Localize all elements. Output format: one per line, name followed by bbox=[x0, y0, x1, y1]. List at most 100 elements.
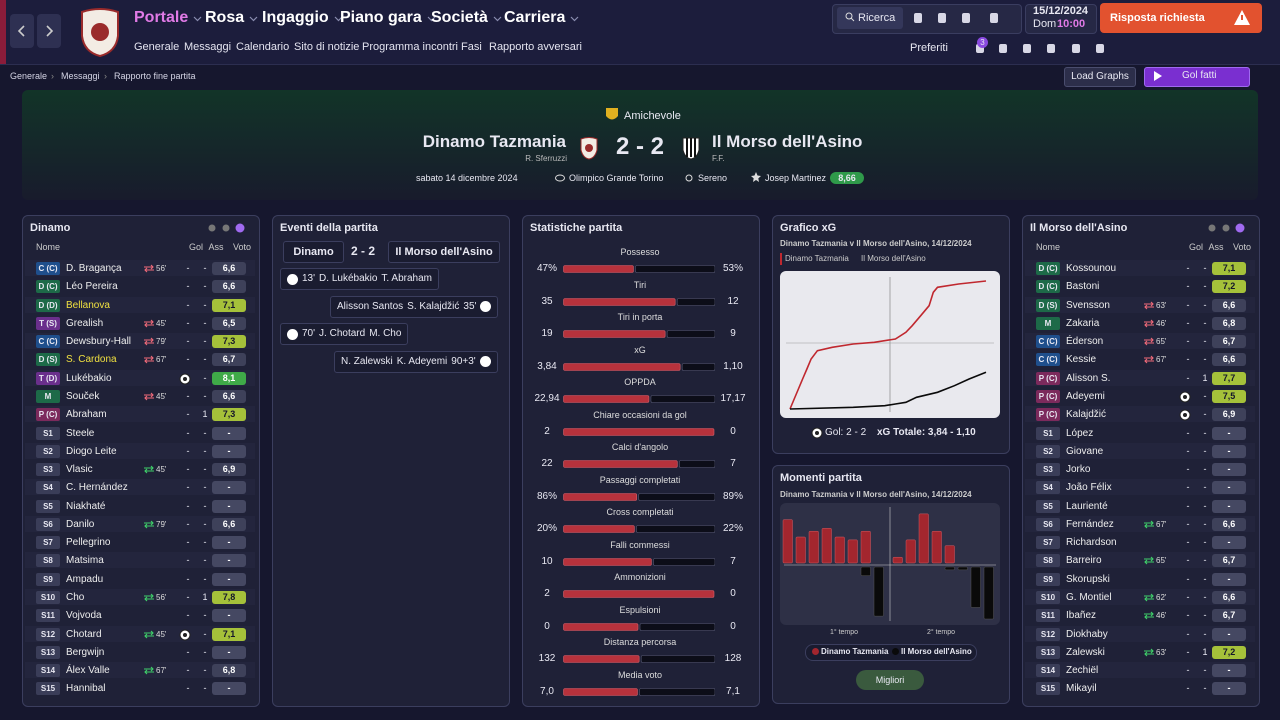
player-name[interactable]: Cho bbox=[66, 592, 85, 604]
event-minute: 70' bbox=[302, 328, 316, 339]
player-name[interactable]: Zechiël bbox=[1066, 665, 1099, 677]
sun bbox=[685, 174, 693, 182]
submenu-item[interactable]: Rapporto avversari bbox=[489, 41, 582, 53]
player-name[interactable]: Chotard bbox=[66, 628, 102, 640]
player-name[interactable]: Barreiro bbox=[1066, 555, 1102, 567]
submenu-item[interactable]: Generale bbox=[134, 41, 180, 53]
submenu-item[interactable]: Calendario bbox=[236, 41, 290, 53]
player-name[interactable]: López bbox=[1066, 427, 1094, 439]
player-name[interactable]: Éderson bbox=[1066, 336, 1104, 348]
player-name[interactable]: Álex Valle bbox=[66, 665, 110, 677]
player-name[interactable]: Kalajdžić bbox=[1066, 409, 1107, 421]
submenu-item[interactable]: Messaggi bbox=[184, 41, 232, 53]
sub-minute: 46' bbox=[1156, 318, 1167, 328]
row-bg bbox=[25, 479, 255, 496]
player-name[interactable]: Bastoni bbox=[1066, 281, 1100, 293]
player-name[interactable]: Giovane bbox=[1066, 445, 1104, 457]
row-bg bbox=[1025, 625, 1255, 642]
player-name[interactable]: Zakaria bbox=[1066, 317, 1100, 329]
arrows bbox=[1144, 337, 1154, 346]
mark bbox=[1241, 15, 1243, 20]
competition-icon bbox=[606, 108, 618, 120]
row-bg bbox=[25, 625, 255, 642]
player-name[interactable]: Niakhaté bbox=[66, 500, 106, 512]
player-name[interactable]: João Félix bbox=[1066, 482, 1112, 494]
player-name[interactable]: Bergwijn bbox=[66, 646, 105, 658]
menu-item[interactable]: Rosa bbox=[205, 9, 245, 26]
event-assist: T. Abraham bbox=[381, 273, 433, 284]
quick-icon bbox=[1023, 44, 1031, 53]
player-name[interactable]: Adeyemi bbox=[1066, 390, 1105, 402]
momentum-bar bbox=[860, 566, 871, 576]
position-badge: D (S) bbox=[1036, 298, 1060, 312]
stripe bbox=[686, 138, 688, 157]
back-button[interactable] bbox=[10, 14, 34, 48]
panel-title: Il Morso dell'Asino bbox=[1030, 222, 1128, 234]
best-button[interactable]: Migliori bbox=[856, 670, 924, 690]
player-name[interactable]: Steele bbox=[66, 427, 95, 439]
player-name[interactable]: Diogo Leite bbox=[66, 445, 117, 457]
row-bg bbox=[25, 406, 255, 423]
position-badge: S7 bbox=[36, 536, 60, 550]
player-name[interactable]: Diokhaby bbox=[1066, 628, 1108, 640]
player-name[interactable]: Vlasic bbox=[66, 464, 93, 476]
player-name[interactable]: Abraham bbox=[66, 409, 107, 421]
player-name[interactable]: D. Bragança bbox=[66, 263, 122, 274]
player-name[interactable]: Hannibal bbox=[66, 683, 106, 695]
player-name[interactable]: Mikayil bbox=[1066, 683, 1097, 695]
window-dots bbox=[208, 223, 245, 233]
player-name[interactable]: Léo Pereira bbox=[66, 281, 118, 293]
search-label[interactable]: Ricerca bbox=[858, 12, 896, 24]
alert-button[interactable] bbox=[1100, 3, 1262, 33]
player-name[interactable]: Alisson S. bbox=[1066, 372, 1111, 384]
player-name[interactable]: Matsima bbox=[66, 555, 104, 567]
player-name[interactable]: Vojvoda bbox=[66, 610, 102, 622]
player-name[interactable]: Skorupski bbox=[1066, 573, 1110, 585]
panel-title: Dinamo bbox=[30, 222, 71, 234]
player-name[interactable]: Kossounou bbox=[1066, 263, 1117, 274]
goals-dropdown[interactable] bbox=[1144, 67, 1250, 87]
xg-goals: Gol: 2 - 2 bbox=[825, 427, 867, 438]
sub-arrow bbox=[144, 337, 154, 346]
player-name[interactable]: Fernández bbox=[1066, 518, 1114, 530]
player-name[interactable]: Jorko bbox=[1066, 464, 1091, 476]
breadcrumb-item[interactable]: Messaggi bbox=[61, 71, 100, 81]
position-badge: S5 bbox=[36, 499, 60, 513]
player-name[interactable]: Ibañez bbox=[1066, 610, 1097, 622]
goals: - bbox=[1186, 628, 1190, 639]
assists: - bbox=[1203, 390, 1207, 401]
menu-item[interactable]: Carriera bbox=[504, 9, 566, 26]
menu-item[interactable]: Piano gara bbox=[340, 9, 422, 26]
player-name[interactable]: Svensson bbox=[1066, 299, 1110, 311]
favorites[interactable]: Preferiti bbox=[910, 42, 948, 54]
player-name[interactable]: Kessie bbox=[1066, 354, 1097, 366]
forward-button[interactable] bbox=[37, 14, 61, 48]
player-name[interactable]: Grealish bbox=[66, 317, 104, 329]
player-name[interactable]: Danilo bbox=[66, 518, 95, 530]
star bbox=[751, 172, 761, 182]
player-name[interactable]: C. Hernández bbox=[66, 482, 128, 494]
player-name[interactable]: Pellegrino bbox=[66, 537, 111, 549]
player-name[interactable]: G. Montiel bbox=[1066, 592, 1112, 604]
position-badge: S8 bbox=[1036, 554, 1060, 568]
stat-away: 128 bbox=[724, 653, 742, 664]
submenu-item[interactable]: Programma incontri bbox=[362, 41, 458, 53]
menu-item[interactable]: Ingaggio bbox=[262, 9, 329, 26]
assists: - bbox=[203, 573, 207, 584]
submenu-item[interactable]: Fasi bbox=[461, 41, 482, 53]
load-graphs-button[interactable]: Load Graphs bbox=[1064, 67, 1136, 87]
player-name[interactable]: Ampadu bbox=[66, 573, 104, 585]
menu-item[interactable]: Portale bbox=[134, 9, 189, 26]
player-name[interactable]: Lukébakio bbox=[66, 372, 112, 384]
player-name[interactable]: Zalewski bbox=[1066, 646, 1105, 658]
position-badge: S12 bbox=[36, 627, 60, 641]
player-name[interactable]: Laurienté bbox=[1066, 500, 1108, 512]
submenu-item[interactable]: Sito di notizie bbox=[294, 41, 360, 53]
breadcrumb-item[interactable]: Generale bbox=[10, 71, 48, 81]
player-name[interactable]: S. Cardona bbox=[66, 354, 117, 366]
player-name[interactable]: Souček bbox=[66, 390, 100, 402]
player-name[interactable]: Dewsbury-Hall bbox=[66, 336, 132, 348]
player-name[interactable]: Richardson bbox=[1066, 537, 1117, 549]
player-name[interactable]: Bellanova bbox=[66, 299, 110, 311]
menu-item[interactable]: Società bbox=[431, 9, 488, 26]
